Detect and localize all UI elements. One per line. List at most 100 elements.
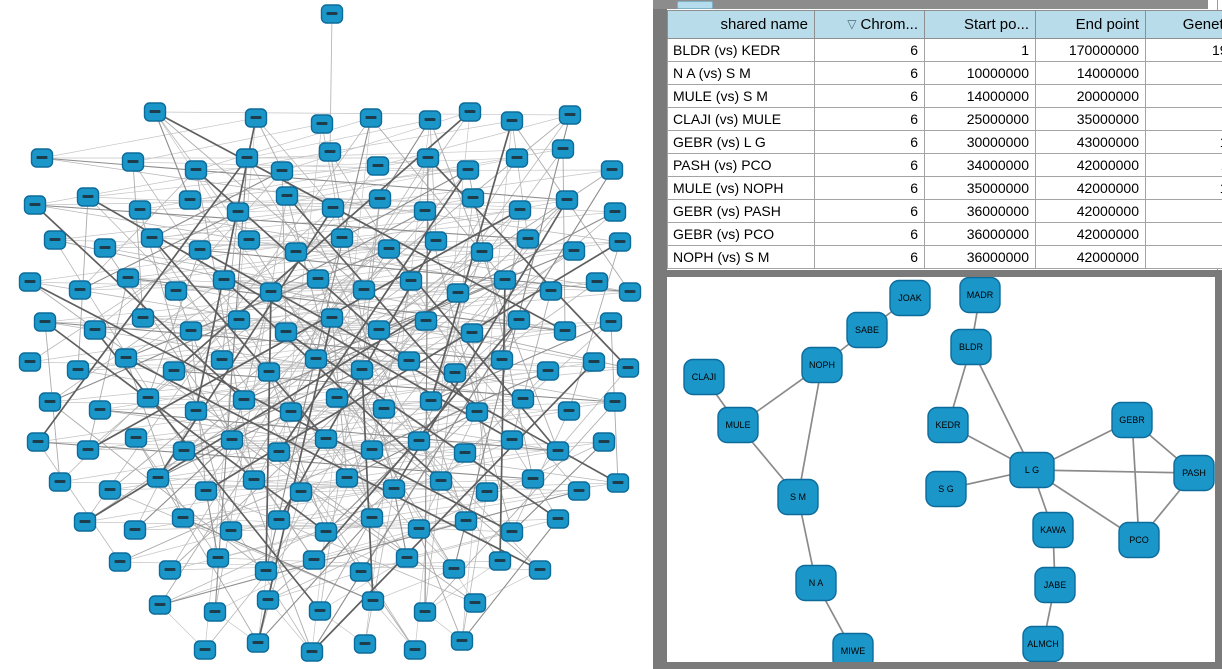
edge[interactable]	[183, 369, 363, 452]
graph-node[interactable]	[18, 352, 42, 372]
edge[interactable]	[94, 329, 321, 612]
cell-value[interactable]: 20000000	[1035, 84, 1146, 108]
graph-node[interactable]	[259, 282, 283, 302]
edge[interactable]	[317, 278, 463, 642]
graph-node[interactable]	[131, 308, 155, 328]
graph-node[interactable]	[140, 228, 164, 248]
graph-node[interactable]	[306, 269, 330, 289]
graph-node[interactable]	[30, 148, 54, 168]
edge[interactable]	[471, 211, 616, 334]
graph-node[interactable]	[366, 156, 390, 176]
graph-node[interactable]	[26, 432, 50, 452]
graph-node[interactable]	[23, 195, 47, 215]
edge[interactable]	[183, 317, 333, 452]
cell-value[interactable]: 35000000	[924, 176, 1036, 200]
edge[interactable]	[377, 114, 571, 167]
table-row[interactable]: GEBR (vs) PASH636000000420000008.9	[667, 199, 1222, 223]
edge[interactable]	[341, 211, 616, 239]
edge[interactable]	[467, 169, 534, 480]
graph-node[interactable]	[490, 350, 514, 370]
edge[interactable]	[134, 439, 233, 531]
cell-value[interactable]: 6	[814, 153, 925, 177]
graph-node-mule[interactable]: MULE	[717, 406, 759, 444]
cell-value[interactable]: 6.6	[1145, 61, 1222, 85]
edge[interactable]	[246, 119, 431, 159]
graph-node[interactable]	[424, 231, 448, 251]
edge[interactable]	[154, 111, 191, 201]
graph-node[interactable]	[128, 200, 152, 220]
graph-node[interactable]	[359, 108, 383, 128]
graph-node[interactable]	[289, 482, 313, 502]
edge[interactable]	[440, 370, 549, 482]
graph-node[interactable]	[470, 242, 494, 262]
cell-value[interactable]: 9.9	[1145, 245, 1222, 269]
graph-node[interactable]	[511, 389, 535, 409]
cell-value[interactable]: 14000000	[924, 84, 1036, 108]
graph-node[interactable]	[493, 270, 517, 290]
graph-node[interactable]	[352, 280, 376, 300]
edge[interactable]	[267, 441, 605, 601]
horizontal-scrollbar-stub[interactable]	[677, 1, 713, 9]
graph-node[interactable]	[395, 548, 419, 568]
edge[interactable]	[429, 119, 437, 242]
graph-node[interactable]	[38, 392, 62, 412]
edge[interactable]	[319, 238, 529, 612]
edge[interactable]	[87, 319, 240, 451]
edge[interactable]	[169, 531, 327, 571]
graph-node[interactable]	[330, 228, 354, 248]
cell-value[interactable]: 42000000	[1035, 222, 1146, 246]
cell-shared-name[interactable]: N A (vs) S M	[667, 61, 815, 85]
edge[interactable]	[243, 399, 570, 412]
graph-node[interactable]	[397, 351, 421, 371]
graph-node[interactable]	[505, 148, 529, 168]
cell-value[interactable]: 10.5	[1145, 176, 1222, 200]
edge[interactable]	[132, 123, 323, 163]
graph-node[interactable]	[98, 480, 122, 500]
edge[interactable]	[41, 117, 257, 159]
graph-node[interactable]	[367, 320, 391, 340]
edge[interactable]	[408, 250, 575, 362]
cell-value[interactable]: 16.9	[1145, 130, 1222, 154]
cell-value[interactable]: 170000000	[1035, 38, 1146, 62]
graph-node-gebr[interactable]: GEBR	[1111, 401, 1153, 439]
graph-node[interactable]	[256, 590, 280, 610]
graph-node[interactable]	[284, 242, 308, 262]
graph-node[interactable]	[488, 551, 512, 571]
edge[interactable]	[34, 204, 245, 401]
cell-value[interactable]: 6	[814, 61, 925, 85]
edge[interactable]	[346, 372, 456, 479]
graph-node[interactable]	[360, 440, 384, 460]
edge[interactable]	[360, 531, 513, 573]
edge[interactable]	[79, 211, 239, 291]
graph-node[interactable]	[304, 349, 328, 369]
edge[interactable]	[532, 367, 629, 480]
edge[interactable]	[217, 557, 541, 571]
graph-node[interactable]	[446, 283, 470, 303]
graph-node[interactable]	[361, 591, 385, 611]
edge[interactable]	[255, 117, 580, 492]
graph-node[interactable]	[270, 161, 294, 181]
edge[interactable]	[49, 369, 363, 403]
graph-node[interactable]	[184, 160, 208, 180]
graph-node-sabe[interactable]: SABE	[846, 311, 888, 349]
graph-node[interactable]	[562, 241, 586, 261]
edge[interactable]	[221, 248, 390, 361]
graph-node[interactable]	[310, 114, 334, 134]
graph-node[interactable]	[244, 108, 268, 128]
graph-node[interactable]	[508, 200, 532, 220]
edge[interactable]	[94, 211, 239, 331]
graph-node[interactable]	[254, 561, 278, 581]
edge[interactable]	[430, 120, 513, 402]
edge[interactable]	[311, 361, 595, 653]
graph-node[interactable]	[33, 312, 57, 332]
graph-node[interactable]	[350, 360, 374, 380]
edge[interactable]	[457, 148, 564, 294]
graph-node-bldr[interactable]: BLDR	[950, 328, 992, 366]
graph-node[interactable]	[314, 429, 338, 449]
cell-value[interactable]: 36000000	[924, 222, 1036, 246]
graph-node[interactable]	[237, 230, 261, 250]
edge[interactable]	[341, 169, 469, 239]
edge[interactable]	[371, 319, 520, 451]
edge[interactable]	[214, 559, 315, 613]
edge[interactable]	[154, 111, 566, 332]
